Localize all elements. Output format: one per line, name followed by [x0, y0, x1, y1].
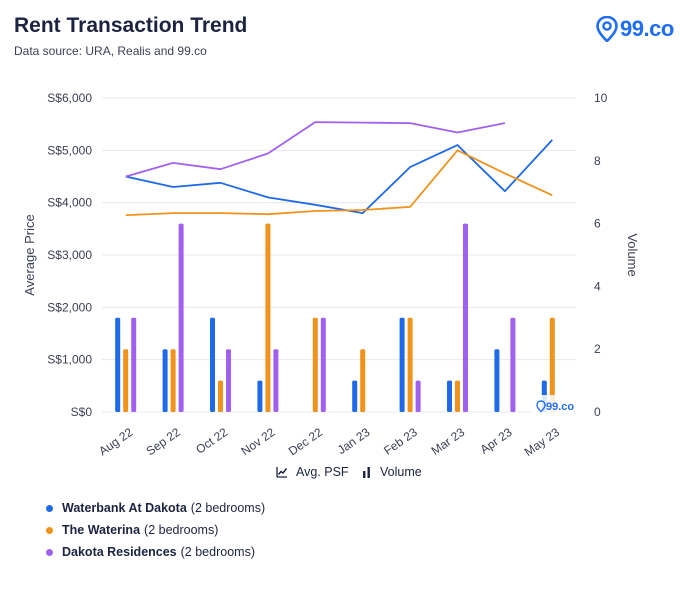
y-tick-label: S$1,000 — [47, 353, 92, 367]
y2-tick-label: 6 — [594, 217, 601, 231]
avg-psf-toggle[interactable]: Avg. PSF — [276, 465, 349, 479]
legend-name: The Waterina — [62, 523, 141, 537]
chart-subtitle: Data source: URA, Realis and 99.co — [14, 44, 207, 58]
volume-bar[interactable] — [162, 349, 168, 412]
chart-title: Rent Transaction Trend — [14, 14, 248, 37]
legend-item-dakota-residences[interactable]: Dakota Residences (2 bedrooms) — [46, 545, 255, 559]
brand-logo: 99.co — [596, 16, 674, 42]
x-tick-label: Feb 23 — [381, 425, 420, 458]
legend-item-waterbank[interactable]: Waterbank At Dakota (2 bedrooms) — [46, 501, 265, 515]
x-tick-label: Sep 22 — [144, 425, 183, 458]
volume-bar[interactable] — [320, 317, 326, 412]
volume-bar[interactable] — [210, 317, 215, 412]
volume-label: Volume — [380, 465, 422, 479]
line-chart-icon — [276, 467, 288, 478]
price-line[interactable] — [125, 121, 506, 178]
volume-bar[interactable] — [265, 223, 271, 412]
x-tick-label: Mar 23 — [429, 425, 468, 458]
chart-area: S$0 S$1,000 S$2,000 S$3,000 S$4,000 S$5,000 S$… — [22, 91, 640, 459]
volume-bar[interactable] — [463, 223, 468, 412]
x-tick-label: May 23 — [522, 425, 563, 459]
y-tick-label: S$3,000 — [47, 248, 92, 262]
legend-dot — [46, 526, 53, 534]
volume-bar[interactable] — [399, 317, 405, 412]
volume-bar[interactable] — [312, 317, 318, 412]
volume-bar[interactable] — [447, 380, 452, 412]
x-axis-ticks: Aug 22 Sep 22 Oct 22 Nov 22 Dec 22 Jan 23 Feb … — [96, 425, 562, 459]
price-line[interactable] — [125, 139, 553, 214]
y-tick-label: S$6,000 — [47, 91, 92, 105]
x-tick-label: Nov 22 — [238, 425, 277, 458]
watermark: 99.co — [532, 395, 574, 415]
volume-bar[interactable] — [352, 380, 358, 412]
y-axis-ticks: S$0 S$1,000 S$2,000 S$3,000 S$4,000 S$5,000 S$… — [47, 91, 92, 419]
watermark-pin-icon — [536, 400, 546, 413]
volume-bar[interactable] — [407, 317, 413, 412]
volume-bar[interactable] — [360, 349, 366, 412]
volume-bars — [115, 223, 555, 412]
volume-bar[interactable] — [549, 317, 555, 412]
legend-item-waterina[interactable]: The Waterina (2 bedrooms) — [46, 523, 218, 537]
volume-bar[interactable] — [257, 380, 263, 412]
legend-dot — [46, 504, 53, 512]
brand-name: 99.co — [620, 16, 674, 41]
volume-bar[interactable] — [115, 317, 121, 412]
legend-detail: (2 bedrooms) — [190, 501, 266, 515]
y2-tick-label: 2 — [594, 342, 601, 356]
price-lines — [125, 121, 553, 217]
x-tick-label: Jan 23 — [335, 425, 373, 457]
price-line[interactable] — [125, 149, 553, 217]
y2-axis-ticks: 0 2 4 6 8 10 — [594, 91, 608, 419]
volume-bar[interactable] — [273, 349, 279, 412]
watermark-text: 99.co — [546, 401, 574, 413]
volume-bar[interactable] — [170, 349, 176, 412]
y2-tick-label: 8 — [594, 154, 601, 168]
legend-detail: (2 bedrooms) — [180, 545, 255, 559]
y-tick-label: S$4,000 — [47, 196, 92, 210]
volume-bar[interactable] — [131, 317, 137, 412]
y2-tick-label: 4 — [594, 279, 601, 293]
volume-bar[interactable] — [123, 349, 129, 412]
y2-tick-label: 10 — [594, 91, 608, 105]
volume-bar[interactable] — [226, 349, 231, 412]
volume-bar[interactable] — [494, 349, 500, 412]
bar-chart-icon — [363, 467, 370, 478]
location-pin-icon — [596, 16, 618, 42]
x-tick-label: Apr 23 — [478, 425, 515, 457]
y-tick-label: S$2,000 — [47, 300, 92, 314]
volume-bar[interactable] — [455, 380, 460, 412]
avg-psf-label: Avg. PSF — [296, 465, 349, 479]
legend-name: Dakota Residences — [62, 545, 177, 559]
legend-dot — [46, 548, 53, 556]
x-tick-label: Aug 22 — [96, 425, 135, 458]
legend-detail: (2 bedrooms) — [144, 523, 219, 537]
volume-bar[interactable] — [510, 317, 516, 412]
volume-toggle[interactable]: Volume — [362, 465, 422, 479]
legend-name: Waterbank At Dakota — [62, 501, 187, 515]
y-axis-label: Average Price — [22, 214, 37, 295]
y-tick-label: S$0 — [71, 405, 93, 419]
y-tick-label: S$5,000 — [47, 143, 92, 157]
volume-bar[interactable] — [415, 380, 421, 412]
x-tick-label: Dec 22 — [286, 425, 325, 458]
volume-bar[interactable] — [178, 223, 184, 412]
volume-bar[interactable] — [218, 380, 223, 412]
y2-tick-label: 0 — [594, 405, 601, 419]
y2-axis-label: Volume — [625, 233, 640, 276]
x-tick-label: Oct 22 — [193, 425, 230, 457]
